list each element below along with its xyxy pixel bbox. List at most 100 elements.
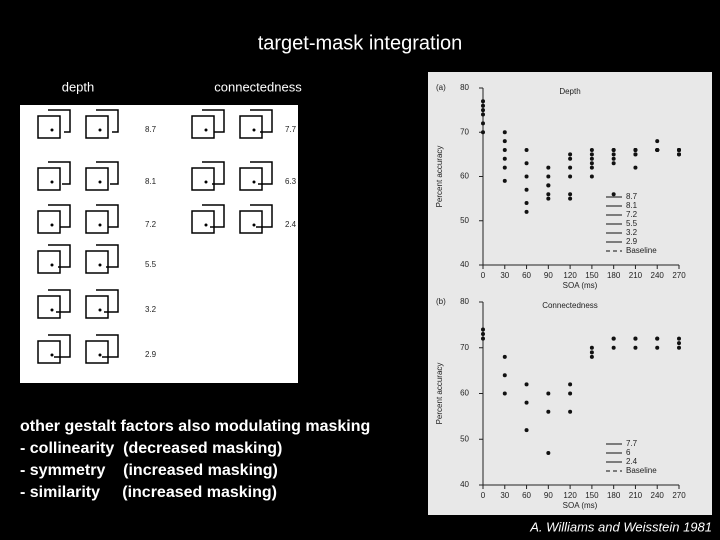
x-tick-label: 180 <box>607 491 621 500</box>
stimulus-dot <box>50 263 54 267</box>
data-point <box>546 409 551 414</box>
data-point <box>502 354 507 359</box>
data-point <box>481 327 485 332</box>
stimulus-mask <box>202 109 225 133</box>
data-point <box>502 147 507 152</box>
data-point <box>481 332 485 337</box>
legend-label: 6 <box>626 448 631 457</box>
figure-background <box>20 105 298 383</box>
legend-label: 2.4 <box>626 457 638 466</box>
y-tick-label: 70 <box>460 343 469 352</box>
data-point <box>568 156 573 161</box>
stimulus-dot <box>50 353 54 357</box>
x-tick-label: 60 <box>522 271 531 280</box>
data-point <box>633 345 638 350</box>
data-point <box>502 391 507 396</box>
data-point <box>481 121 485 126</box>
data-point <box>589 156 594 161</box>
x-tick-label: 150 <box>585 271 599 280</box>
data-point <box>524 400 529 405</box>
data-point <box>655 139 660 144</box>
notes-item: - similarity (increased masking) <box>20 484 277 501</box>
stimulus-mask <box>250 109 273 133</box>
data-point <box>502 139 507 144</box>
data-point <box>611 156 616 161</box>
x-tick-label: 0 <box>481 491 486 500</box>
data-point <box>524 187 529 192</box>
depth-heading: depth <box>62 79 95 94</box>
stimulus-dot <box>50 180 54 184</box>
data-point <box>568 165 573 170</box>
stimulus-mask <box>48 289 71 313</box>
stimulus-label: 8.7 <box>145 125 157 134</box>
legend-label: 5.5 <box>626 219 638 228</box>
stimulus-label: 7.7 <box>285 125 297 134</box>
data-point <box>633 165 638 170</box>
data-point <box>611 336 616 341</box>
x-tick-label: 60 <box>522 491 531 500</box>
data-point <box>481 130 485 135</box>
stimulus-mask <box>96 109 119 133</box>
data-point <box>481 112 485 117</box>
stimulus-figure: 8.7 8.1 7.2 5.5 3.2 2.9 7.7 6.3 2.4 <box>20 105 298 383</box>
y-axis-label: Percent accuracy <box>435 146 444 208</box>
stimulus-square <box>37 167 61 191</box>
slide-title: target-mask integration <box>258 32 463 54</box>
stimulus-mask <box>48 109 71 133</box>
stimulus-label: 3.2 <box>145 305 157 314</box>
stimulus-label: 6.3 <box>285 177 297 186</box>
data-point <box>524 201 529 206</box>
connectedness-heading: connectedness <box>214 79 302 94</box>
data-point <box>633 147 638 152</box>
legend-label: Baseline <box>626 246 657 255</box>
x-tick-label: 90 <box>544 491 553 500</box>
data-point <box>589 350 594 355</box>
data-point <box>524 382 529 387</box>
stimulus-square <box>85 340 109 364</box>
stimulus-label: 2.4 <box>285 220 297 229</box>
stimulus-dot <box>98 308 102 312</box>
figure-background <box>428 72 712 515</box>
data-point <box>546 192 551 197</box>
stimulus-square <box>191 167 215 191</box>
stimulus-dot <box>50 308 54 312</box>
chart-title: Depth <box>559 87 580 96</box>
data-point <box>633 152 638 157</box>
stimulus-square <box>191 115 215 139</box>
data-point <box>502 165 507 170</box>
stimulus-square <box>85 250 109 274</box>
data-point <box>524 147 529 152</box>
panel-label: (b) <box>436 297 446 306</box>
y-tick-label: 40 <box>460 480 469 489</box>
data-point <box>611 192 616 197</box>
stimulus-square <box>85 295 109 319</box>
stimulus-label: 2.9 <box>145 350 157 359</box>
data-point <box>524 428 529 433</box>
data-point <box>568 382 573 387</box>
x-axis-label: SOA (ms) <box>563 281 598 290</box>
x-tick-label: 120 <box>563 491 577 500</box>
data-point <box>633 336 638 341</box>
x-tick-label: 120 <box>563 271 577 280</box>
x-tick-label: 90 <box>544 271 553 280</box>
data-point <box>611 152 616 157</box>
stimulus-mask <box>96 334 119 358</box>
stimulus-mask <box>96 161 119 185</box>
data-point <box>546 391 551 396</box>
stimulus-square <box>37 250 61 274</box>
stimulus-square <box>37 340 61 364</box>
y-tick-label: 80 <box>460 297 469 306</box>
data-point <box>589 354 594 359</box>
stimulus-dot <box>204 180 208 184</box>
x-tick-label: 30 <box>500 271 509 280</box>
stimulus-dot <box>98 223 102 227</box>
x-tick-label: 210 <box>629 271 643 280</box>
x-tick-label: 210 <box>629 491 643 500</box>
x-tick-label: 240 <box>651 271 665 280</box>
stimulus-square <box>239 115 263 139</box>
data-point <box>611 147 616 152</box>
stimulus-mask <box>202 161 225 185</box>
stimulus-dot <box>252 180 256 184</box>
